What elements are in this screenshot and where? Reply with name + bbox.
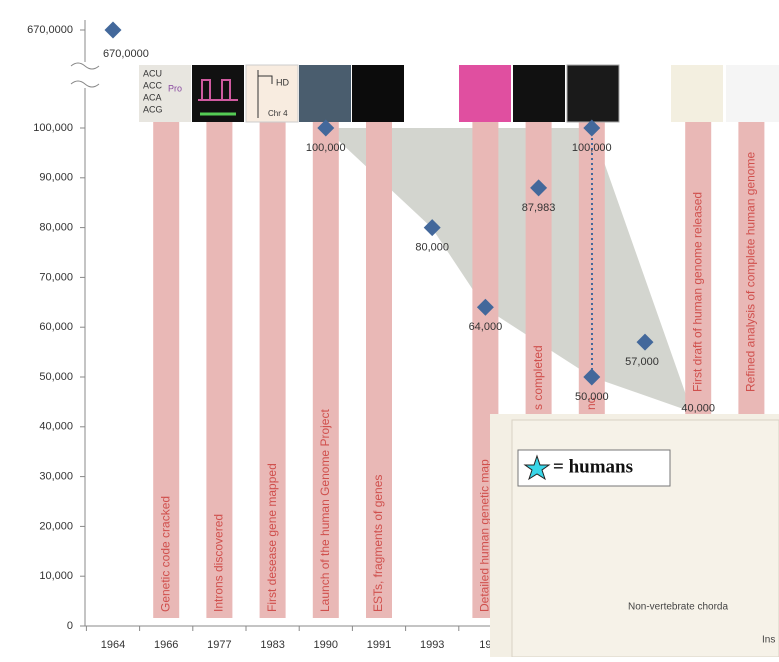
y-tick-label: 90,000: [39, 172, 73, 184]
thumbnail: [726, 65, 779, 122]
data-point: [423, 219, 441, 237]
axis-break: [70, 62, 100, 70]
event-label: s completed: [531, 345, 545, 410]
data-point: [583, 119, 601, 137]
event-label: First draft of human genome released: [690, 192, 704, 392]
event-label: Refined analysis of complete human genom…: [744, 152, 758, 392]
thumbnail: [245, 64, 299, 123]
thumbnail: [459, 65, 511, 122]
thumbnail: [566, 64, 620, 123]
event-label: nc: [584, 397, 598, 410]
y-tick-label: 30,000: [39, 471, 73, 483]
y-tick-label: 20,000: [39, 520, 73, 532]
x-tick-label: 1977: [207, 639, 231, 651]
x-tick-label: 1993: [420, 639, 444, 651]
data-point: [583, 368, 601, 386]
x-tick-label: 1966: [154, 639, 178, 651]
data-label: 40,000: [681, 403, 715, 415]
legend-text: = humans: [553, 456, 633, 477]
overlay: = humans Non-vertebrate chorda Ins: [490, 414, 779, 658]
event-label: First desease gene mapped: [265, 463, 279, 612]
overlay-text: Ins: [762, 635, 775, 646]
x-tick-label: 1991: [367, 639, 391, 651]
data-point: [636, 333, 654, 351]
y-tick-label: 10,000: [39, 570, 73, 582]
data-label: 80,000: [415, 242, 449, 254]
thumbnail: [139, 65, 191, 122]
thumbnail: [352, 65, 404, 122]
thumbnail: [671, 65, 723, 122]
data-label: 57,000: [625, 356, 659, 368]
x-tick-label: 1990: [314, 639, 338, 651]
y-tick-label: 100,000: [33, 122, 73, 134]
thumb-text: HD: [276, 77, 289, 87]
event-label: Launch of the human Genome Project: [318, 409, 332, 612]
data-point: [104, 21, 122, 39]
thumb-text: Chr 4: [268, 109, 288, 118]
event-label: Introns discovered: [212, 514, 226, 612]
event-bar: [312, 122, 339, 618]
x-tick-label: 19: [479, 639, 491, 651]
event-bar: [153, 122, 180, 618]
y-tick-label: 0: [67, 620, 73, 632]
thumb-art: [198, 79, 238, 101]
data-label: 87,983: [522, 202, 556, 214]
thumbnails: ACU ACC ACA ACG Pro HD Chr 4: [139, 64, 779, 123]
y-tick-label: 50,000: [39, 371, 73, 383]
event-bar: [206, 122, 233, 618]
thumb-text: ACC: [143, 80, 163, 90]
event-label: Detailed human genetic map: [478, 459, 492, 612]
y-tick-label: 40,000: [39, 421, 73, 433]
y-tick-label: 80,000: [39, 222, 73, 234]
legend-star: [523, 454, 551, 481]
data-point: [476, 298, 494, 316]
overlay-text: Non-vertebrate chorda: [628, 602, 728, 613]
thumbnail: [513, 65, 565, 122]
thumbnail: [299, 65, 351, 122]
thumb-art: [257, 70, 273, 118]
y-tick-label: 60,000: [39, 321, 73, 333]
x-tick-label: 1964: [101, 639, 125, 651]
data-label: 50,000: [575, 391, 609, 403]
x-tick-label: 1983: [260, 639, 284, 651]
event-label: Genetic code cracked: [158, 496, 172, 612]
thumb-text: ACA: [143, 92, 162, 102]
thumb-text: ACG: [143, 104, 163, 114]
y-tick-label: 70,000: [39, 271, 73, 283]
y-tick-label: 670,0000: [27, 24, 73, 36]
event-bar: [259, 122, 286, 618]
thumb-text: Pro: [168, 83, 182, 93]
data-label: 670,0000: [103, 48, 149, 60]
data-label: 64,000: [469, 321, 503, 333]
data-point: [530, 179, 548, 197]
thumb-text: ACU: [143, 68, 162, 78]
data-label: 100,000: [306, 142, 346, 154]
axis-break: [70, 80, 100, 88]
data-point: [317, 119, 335, 137]
data-label: 100,000: [572, 142, 612, 154]
event-bar: [366, 122, 392, 618]
event-label: ESTs, fragments of genes: [371, 475, 385, 612]
